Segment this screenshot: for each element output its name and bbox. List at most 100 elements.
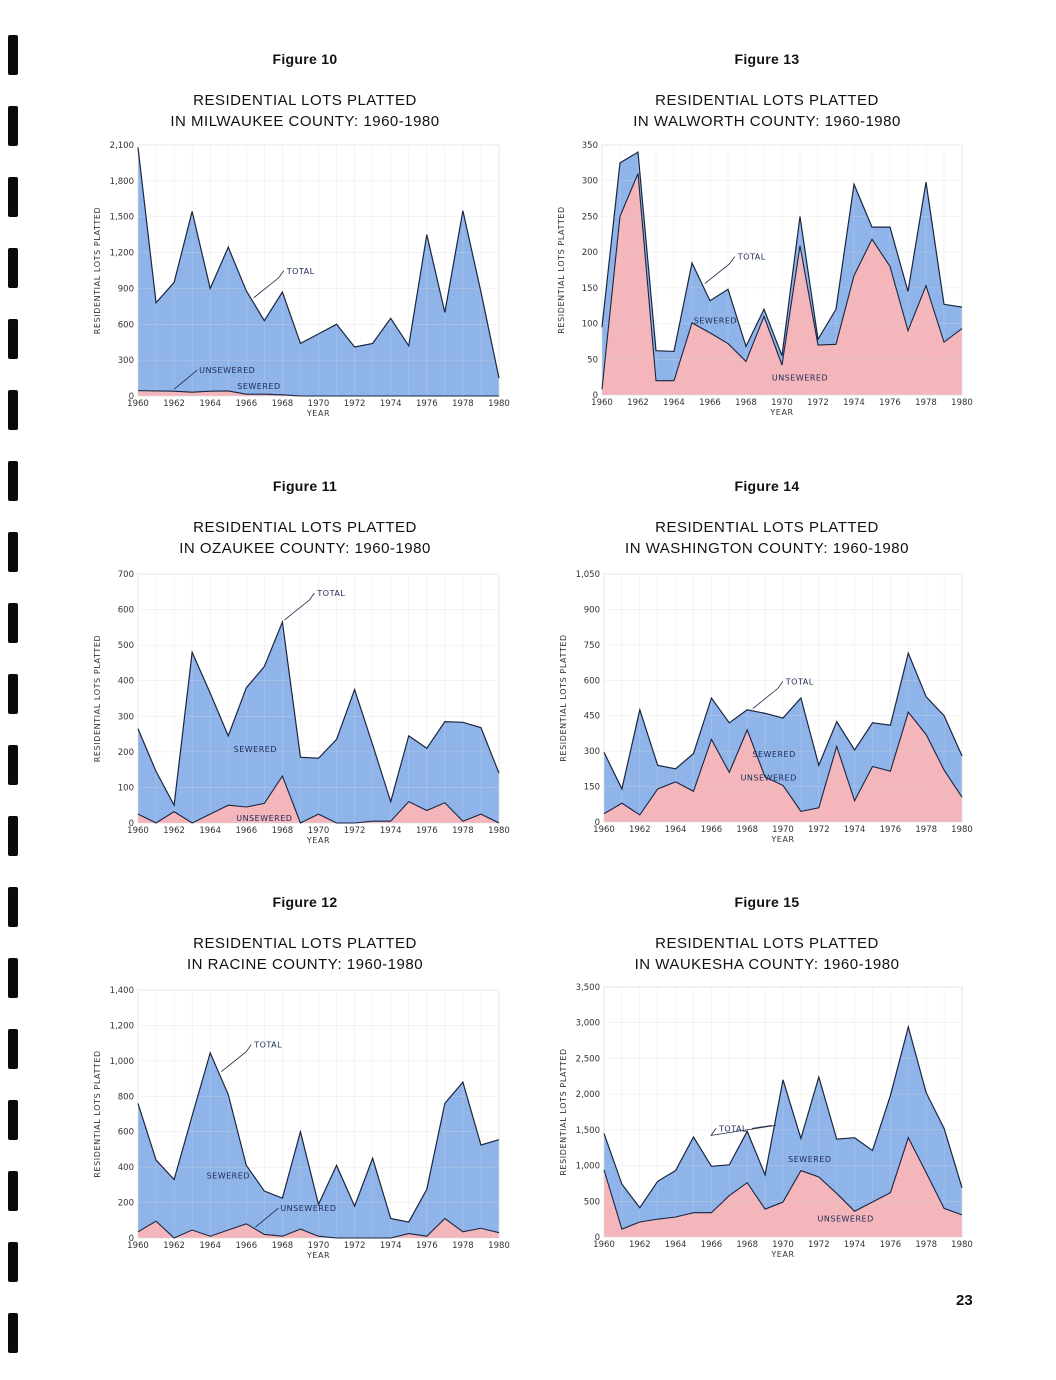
y-tick-label: 0 xyxy=(129,819,134,829)
figure-label: Figure 13 xyxy=(734,51,800,67)
x-tick-label: 1978 xyxy=(452,826,474,836)
x-tick-label: 1968 xyxy=(272,826,294,836)
unsewered-line xyxy=(137,1217,500,1239)
binding-hole-mark xyxy=(8,1171,18,1211)
x-axis-title: YEAR xyxy=(770,835,794,844)
annotation-leader-line xyxy=(220,1044,252,1073)
x-tick-label: 1964 xyxy=(663,398,685,408)
x-tick-label: 1960 xyxy=(127,399,149,409)
y-tick-label: 300 xyxy=(582,177,598,187)
y-tick-label: 800 xyxy=(118,1092,134,1102)
x-tick-label: 1960 xyxy=(127,1241,149,1251)
x-tick-label: 1966 xyxy=(701,825,723,835)
x-tick-label: 1974 xyxy=(844,825,866,835)
y-tick-label: 150 xyxy=(582,284,598,294)
y-tick-label: 1,800 xyxy=(110,177,134,187)
y-tick-label: 1,500 xyxy=(576,1126,600,1136)
y-axis-title: RESIDENTIAL LOTS PLATTED xyxy=(93,1050,102,1178)
y-tick-label: 1,000 xyxy=(576,1162,600,1172)
y-tick-label: 3,500 xyxy=(576,983,600,993)
binding-hole-mark xyxy=(8,1100,18,1140)
plot-frame xyxy=(601,144,963,396)
x-tick-label: 1966 xyxy=(699,398,721,408)
plot-frame xyxy=(603,986,963,1238)
x-tick-label: 1980 xyxy=(951,398,973,408)
y-tick-label: 1,500 xyxy=(110,213,134,223)
annotation-unsewered: UNSEWERED xyxy=(772,374,828,383)
unsewered-line xyxy=(137,390,499,397)
y-tick-label: 600 xyxy=(118,320,134,330)
y-tick-label: 1,050 xyxy=(576,570,600,580)
chart-title-line-2: IN MILWAUKEE COUNTY: 1960-1980 xyxy=(170,113,440,130)
x-tick-label: 1980 xyxy=(488,826,510,836)
annotation-sewered: SEWERED xyxy=(237,382,280,391)
x-tick-label: 1962 xyxy=(163,399,185,409)
annotation-unsewered: UNSEWERED xyxy=(280,1204,336,1213)
plot-frame xyxy=(137,573,500,824)
y-tick-label: 2,100 xyxy=(110,141,134,151)
x-tick-label: 1970 xyxy=(771,398,793,408)
x-tick-label: 1970 xyxy=(308,399,330,409)
x-axis-title: YEAR xyxy=(306,409,330,418)
binding-hole-mark xyxy=(8,106,18,146)
total-line xyxy=(603,1024,963,1209)
x-tick-label: 1980 xyxy=(951,1240,973,1250)
binding-hole-mark xyxy=(8,1029,18,1069)
x-tick-label: 1974 xyxy=(380,399,402,409)
unsewered-line xyxy=(601,173,963,390)
x-tick-label: 1970 xyxy=(772,1240,794,1250)
x-tick-label: 1966 xyxy=(235,1241,257,1251)
total-line xyxy=(137,1051,500,1223)
x-tick-label: 1962 xyxy=(627,398,649,408)
plot-frame xyxy=(603,573,963,823)
sewered-area xyxy=(138,622,499,823)
binding-hole-mark xyxy=(8,461,18,501)
annotation-unsewered: UNSEWERED xyxy=(741,774,797,783)
chart-title-line-1: RESIDENTIAL LOTS PLATTED xyxy=(193,935,417,952)
y-tick-label: 100 xyxy=(582,320,598,330)
chart-svg: 0 150 300 450 600 750 900 1,050 1960 1962 1964 1966… xyxy=(559,570,973,844)
chart-title-line-1: RESIDENTIAL LOTS PLATTED xyxy=(655,92,879,109)
figure-label: Figure 15 xyxy=(734,894,800,910)
binding-hole-mark xyxy=(8,177,18,217)
total-line xyxy=(603,651,963,791)
unsewered-line xyxy=(137,774,500,824)
annotation-total: TOTAL xyxy=(253,1041,282,1050)
x-tick-label: 1974 xyxy=(844,1240,866,1250)
chart-title-line-2: IN OZAUKEE COUNTY: 1960-1980 xyxy=(179,540,431,557)
chart-svg: 0 300 600 900 1,200 1,500 1,800 2,100 1960 1962 19… xyxy=(93,141,510,418)
annotation-leader-line xyxy=(704,256,736,284)
x-tick-label: 1976 xyxy=(416,1241,438,1251)
annotation-total: TOTAL xyxy=(316,589,345,598)
x-tick-label: 1978 xyxy=(452,399,474,409)
binding-hole-mark xyxy=(8,1242,18,1282)
figure-label: Figure 11 xyxy=(272,478,338,494)
annotation-unsewered: UNSEWERED xyxy=(199,366,255,375)
y-tick-label: 300 xyxy=(118,712,134,722)
total-line xyxy=(137,147,500,379)
y-tick-label: 900 xyxy=(584,605,600,615)
chart-title-line-1: RESIDENTIAL LOTS PLATTED xyxy=(193,519,417,536)
total-line xyxy=(137,619,500,808)
annotation-unsewered: UNSEWERED xyxy=(818,1214,874,1223)
x-tick-label: 1980 xyxy=(488,399,510,409)
chart-svg: 0 200 400 600 800 1,000 1,200 1,400 1960 1962 1964… xyxy=(93,986,510,1260)
binding-hole-mark xyxy=(8,887,18,927)
y-tick-label: 250 xyxy=(582,212,598,222)
unsewered-area xyxy=(604,1137,962,1237)
y-tick-label: 50 xyxy=(587,355,598,365)
annotation-sewered: SEWERED xyxy=(752,750,795,759)
plot-frame xyxy=(137,989,500,1239)
x-tick-label: 1964 xyxy=(199,826,221,836)
x-tick-label: 1960 xyxy=(127,826,149,836)
binding-hole-mark xyxy=(8,816,18,856)
chart-title-line-1: RESIDENTIAL LOTS PLATTED xyxy=(193,92,417,109)
x-tick-label: 1972 xyxy=(344,1241,366,1251)
y-tick-label: 400 xyxy=(118,677,134,687)
y-tick-label: 2,500 xyxy=(576,1054,600,1064)
annotation-total: TOTAL xyxy=(737,253,766,262)
x-tick-label: 1978 xyxy=(915,1240,937,1250)
y-axis-title: RESIDENTIAL LOTS PLATTED xyxy=(93,635,102,763)
chart-title-line-2: IN WAUKESHA COUNTY: 1960-1980 xyxy=(634,956,900,973)
annotation-unsewered: UNSEWERED xyxy=(236,814,292,823)
